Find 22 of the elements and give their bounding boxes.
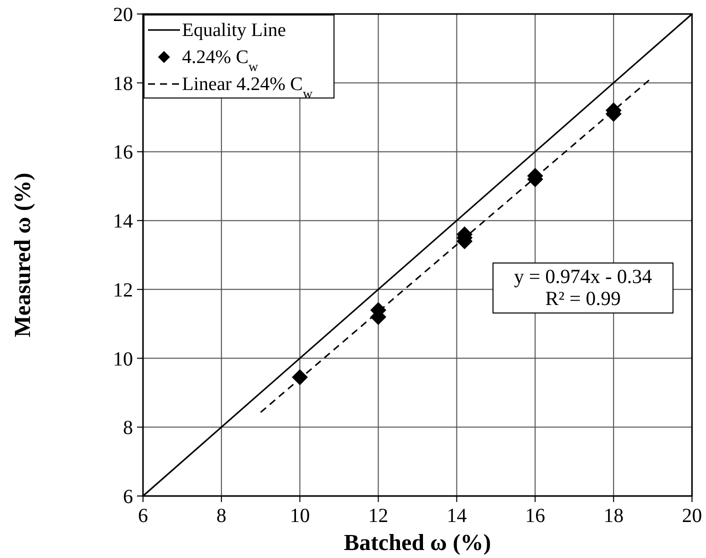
y-tick-label: 12	[113, 279, 133, 302]
y-tick-label: 20	[113, 4, 133, 26]
y-tick-label: 10	[113, 348, 133, 370]
y-tick-label: 8	[123, 417, 133, 440]
y-tick-label: 6	[123, 486, 133, 508]
legend-label: Equality Line	[182, 20, 286, 41]
annotation: y = 0.974x - 0.34	[514, 266, 652, 288]
x-tick-label: 6	[138, 505, 148, 527]
legend-label: 4.24% C$_{w}$	[182, 47, 258, 74]
x-tick-label: 20	[682, 505, 702, 527]
y-axis-title: Measured ω (%)	[10, 172, 35, 338]
x-tick-label: 8	[216, 505, 226, 527]
x-axis-title: Batched ω (%)	[344, 530, 492, 555]
x-tick-label: 18	[604, 505, 624, 527]
y-tick-label: 14	[113, 210, 133, 233]
y-tick-label: 16	[113, 142, 133, 164]
x-tick-label: 12	[368, 505, 388, 527]
x-tick-label: 16	[525, 505, 546, 527]
y-tick-label: 18	[113, 72, 133, 95]
annotation: R² = 0.99	[545, 288, 621, 310]
x-tick-label: 10	[290, 505, 310, 527]
x-tick-label: 14	[446, 505, 467, 527]
